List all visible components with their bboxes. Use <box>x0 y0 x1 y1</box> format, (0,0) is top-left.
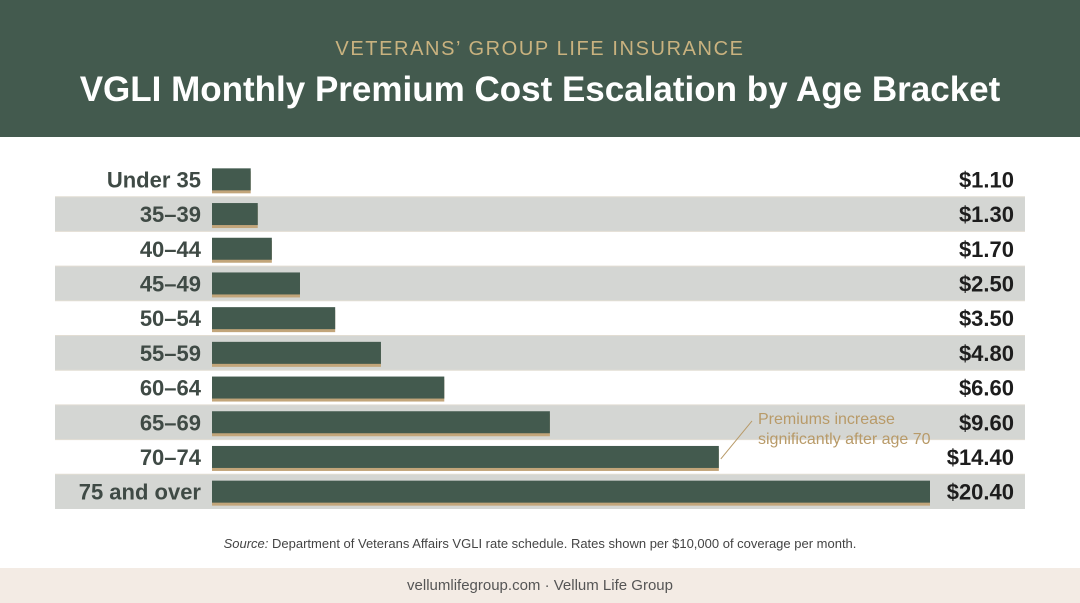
category-label: 45–49 <box>140 271 201 296</box>
category-label: 65–69 <box>140 410 201 435</box>
annotation-leader-line <box>720 420 753 460</box>
value-label: $1.30 <box>959 202 1014 227</box>
value-label: $3.50 <box>959 306 1014 331</box>
value-label: $1.10 <box>959 167 1014 192</box>
bar <box>212 203 258 226</box>
category-label: 50–54 <box>140 306 202 331</box>
bar <box>212 341 381 364</box>
category-label: 70–74 <box>140 445 202 470</box>
value-label: $2.50 <box>959 271 1014 296</box>
value-label: $1.70 <box>959 237 1014 262</box>
category-label: 40–44 <box>140 237 202 262</box>
footer-text: vellumlifegroup.com · Vellum Life Group <box>407 577 673 594</box>
value-label: $14.40 <box>947 445 1014 470</box>
bar <box>212 411 550 434</box>
bar <box>212 307 336 330</box>
footer-bar: vellumlifegroup.com · Vellum Life Group <box>0 568 1080 603</box>
category-label: Under 35 <box>107 167 201 192</box>
category-label: 60–64 <box>140 376 202 401</box>
category-label: 75 and over <box>79 480 202 505</box>
value-label: $6.60 <box>959 376 1014 401</box>
bar <box>212 376 445 399</box>
source-label: Source: <box>223 536 269 551</box>
source-text: Department of Veterans Affairs VGLI rate… <box>268 536 857 551</box>
value-label: $20.40 <box>947 480 1014 505</box>
source-note: Source: Department of Veterans Affairs V… <box>0 536 1080 551</box>
category-label: 55–59 <box>140 341 201 366</box>
bar <box>212 168 251 191</box>
bar <box>212 237 272 260</box>
bar <box>212 445 719 468</box>
bar <box>212 480 930 503</box>
bar-chart: Under 35 $1.10 35–39 $1.30 40–44 $1.70 45–49 $2… <box>55 167 1025 509</box>
value-label: $9.60 <box>959 410 1014 435</box>
header-eyebrow: VETERANS’ GROUP LIFE INSURANCE <box>335 38 745 60</box>
annotation-text-line-2: significantly after age 70 <box>758 431 931 448</box>
chart-title: VGLI Monthly Premium Cost Escalation by … <box>79 70 1001 109</box>
header-banner: VETERANS’ GROUP LIFE INSURANCE VGLI Mont… <box>0 0 1080 137</box>
value-label: $4.80 <box>959 341 1014 366</box>
bar <box>212 272 300 295</box>
category-label: 35–39 <box>140 202 201 227</box>
annotation-text-line-1: Premiums increase <box>758 411 895 428</box>
